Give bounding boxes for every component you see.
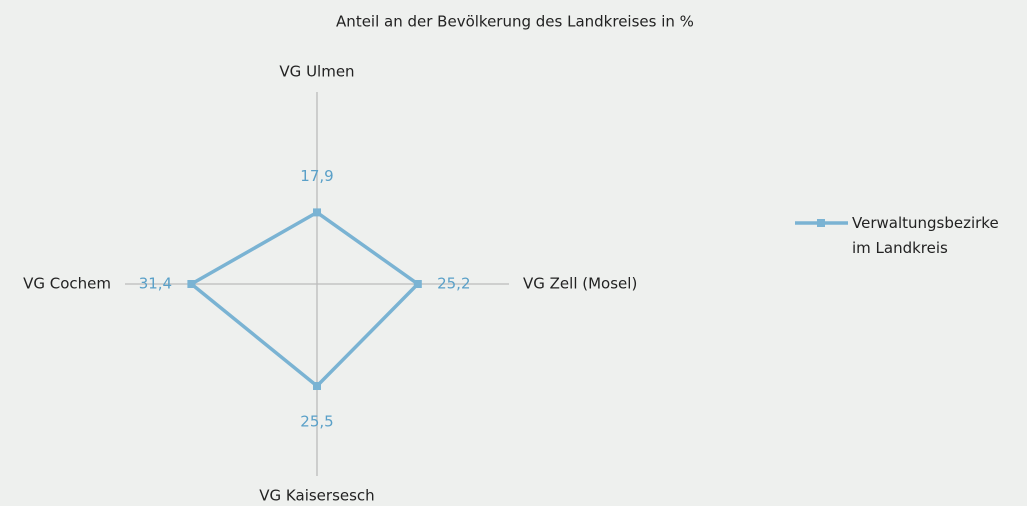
value-label: 25,2	[437, 275, 470, 293]
legend-label-line: Verwaltungsbezirke	[852, 214, 999, 232]
category-label: VG Zell (Mosel)	[523, 275, 637, 293]
value-label: 25,5	[300, 413, 333, 431]
category-label: VG Cochem	[23, 275, 111, 293]
legend-label-line: im Landkreis	[852, 239, 948, 257]
data-point	[187, 280, 196, 288]
value-label: 17,9	[300, 167, 333, 185]
category-label: VG Ulmen	[279, 63, 354, 81]
category-label: VG Kaisersesch	[259, 487, 374, 505]
chart-title: Anteil an der Bevölkerung des Landkreise…	[336, 13, 694, 31]
data-point	[413, 280, 422, 288]
data-point	[313, 208, 321, 217]
data-point	[313, 382, 321, 390]
legend-marker	[817, 219, 825, 227]
legend-label: Verwaltungsbezirke im Landkreis	[852, 214, 999, 257]
value-label: 31,4	[139, 275, 172, 293]
series-line	[188, 210, 421, 389]
